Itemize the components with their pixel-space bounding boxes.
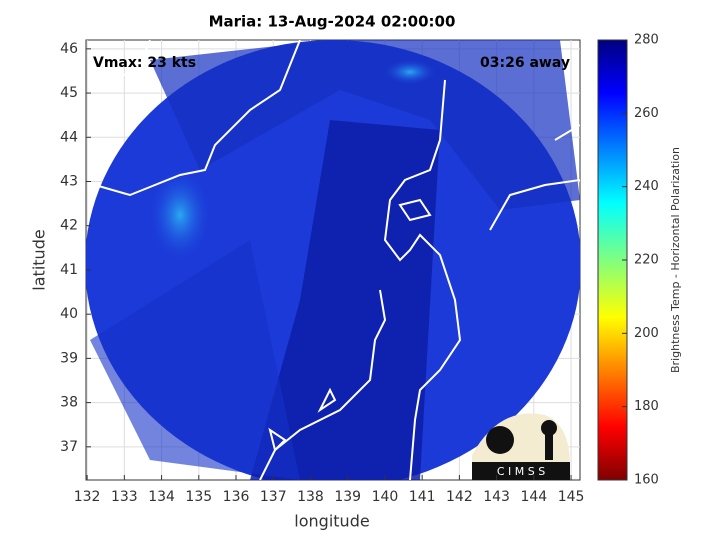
x-tick-label: 144	[520, 489, 547, 505]
colorbar-tick-label: 160	[634, 473, 659, 488]
colorbar-tick-label: 180	[634, 399, 659, 414]
x-tick-label: 134	[148, 489, 175, 505]
y-tick-label: 43	[60, 174, 78, 190]
x-tick-label: 135	[185, 489, 212, 505]
x-tick-label: 138	[297, 489, 324, 505]
logo-text: C I M S S	[497, 465, 545, 478]
x-tick-label: 140	[372, 489, 399, 505]
x-tick-label: 145	[558, 489, 585, 505]
y-tick-label: 45	[60, 85, 78, 101]
x-tick-label: 136	[223, 489, 250, 505]
chart-title: Maria: 13-Aug-2024 02:00:00	[209, 13, 456, 31]
satellite-image	[86, 40, 580, 480]
colorbar-label: Brightness Temp - Horizontal Polarizatio…	[669, 147, 682, 373]
y-tick-label: 46	[60, 41, 78, 57]
y-tick-label: 40	[60, 306, 78, 322]
x-tick-label: 143	[483, 489, 510, 505]
x-axis-label: longitude	[294, 512, 369, 531]
annotation: Vmax: 23 kts	[93, 55, 196, 71]
y-tick-label: 41	[60, 262, 78, 278]
x-tick-label: 133	[111, 489, 138, 505]
colorbar-tick-label: 260	[634, 106, 659, 121]
y-tick-label: 44	[60, 129, 78, 145]
y-axis-label: latitude	[30, 229, 49, 290]
colorbar-tick-label: 240	[634, 179, 659, 194]
x-tick-label: 139	[334, 489, 361, 505]
colorbar-tick-label: 200	[634, 326, 659, 341]
y-tick-label: 39	[60, 350, 78, 366]
x-tick-label: 132	[74, 489, 101, 505]
y-tick-label: 38	[60, 395, 78, 411]
y-tick-label: 37	[60, 439, 78, 455]
x-tick-label: 141	[409, 489, 436, 505]
y-tick-label: 42	[60, 218, 78, 234]
colorbar-tick-label: 280	[634, 33, 659, 48]
annotation: 03:26 away	[480, 55, 570, 71]
x-tick-label: 142	[446, 489, 473, 505]
colorbar-tick-label: 220	[634, 253, 659, 268]
x-tick-label: 137	[260, 489, 287, 505]
cimss-logo: C I M S S	[472, 413, 570, 480]
